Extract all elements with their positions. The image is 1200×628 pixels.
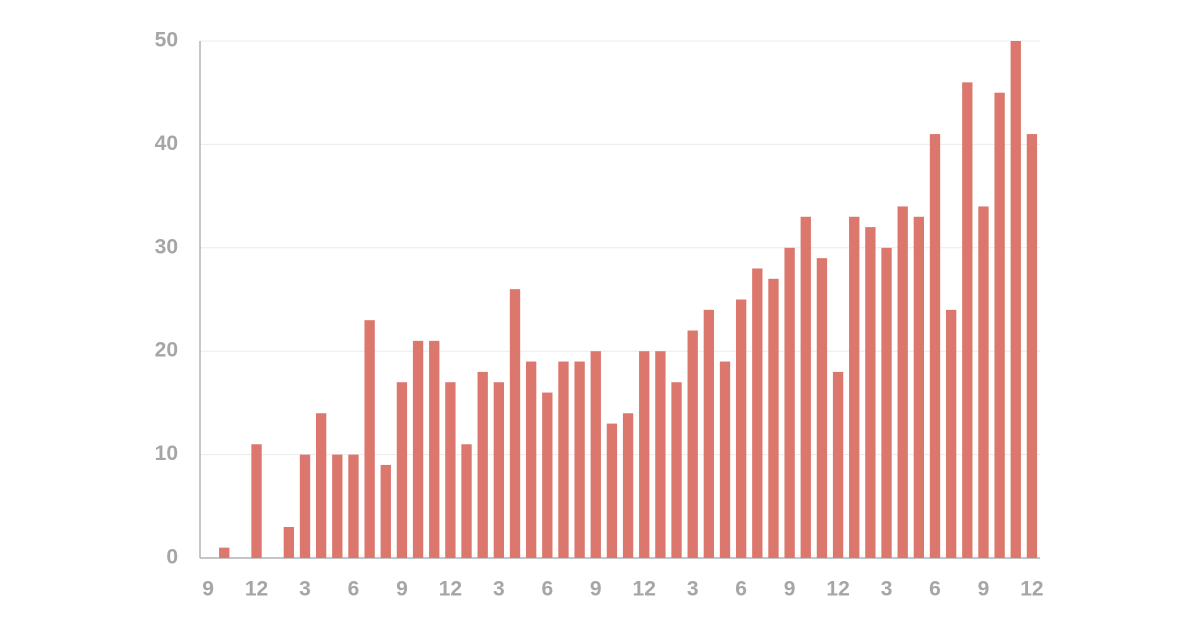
bar [461,444,472,558]
x-tick-label: 12 [826,578,849,601]
bar [929,134,941,558]
x-tick-label: 9 [590,578,602,601]
x-tick-label: 6 [348,578,360,601]
x-tick-label: 12 [633,578,656,601]
bar [542,392,553,558]
x-tick-label: 6 [541,578,553,601]
bar [719,361,731,558]
bar [493,382,505,558]
bar [445,382,456,558]
bar [687,330,698,558]
bar [962,82,973,559]
bar [671,382,682,558]
x-tick-label: 6 [929,578,941,601]
bar [251,444,262,558]
x-tick-label: 9 [978,578,990,601]
y-tick-label: 10 [155,442,178,465]
bar [752,268,763,558]
bar [606,423,618,558]
y-tick-label: 50 [155,29,178,52]
x-tick-label: 3 [687,578,699,601]
bar [396,382,408,558]
bar [703,309,715,558]
bar [477,371,488,558]
bar [978,206,989,558]
bar [784,247,795,559]
x-tick-label: 3 [881,578,893,601]
y-tick-label: 40 [155,132,178,155]
bar [332,454,343,558]
bar [639,351,650,558]
bar [429,340,440,558]
bar [315,413,327,558]
bar [897,206,908,558]
bar [622,413,634,558]
x-tick-label: 12 [245,578,268,601]
x-tick-label: 3 [493,578,505,601]
bar [348,454,359,558]
bar [832,371,844,558]
x-tick-label: 12 [439,578,462,601]
bar [558,361,569,558]
x-tick-label: 9 [784,578,796,601]
bar [1026,134,1038,558]
x-tick-label: 12 [1020,578,1043,601]
x-tick-label: 9 [396,578,408,601]
bar [735,299,747,558]
x-tick-label: 3 [299,578,311,601]
y-tick-label: 20 [155,339,178,362]
bar [865,227,876,558]
bar [590,351,601,558]
x-tick-label: 6 [735,578,747,601]
bar [655,351,666,558]
bar [849,216,860,558]
x-tick-label: 9 [202,578,214,601]
bar [800,216,811,558]
y-tick-label: 30 [155,235,178,258]
bar [509,289,521,558]
bar [768,278,779,558]
y-tick-label: 0 [166,546,178,569]
bar [525,361,537,558]
bar [283,526,295,558]
bar [574,361,585,558]
bar [364,320,375,558]
bar [412,340,424,558]
bar [1010,41,1021,558]
bar [380,464,391,558]
bar [913,216,925,558]
bar [299,454,311,558]
bar [881,247,892,559]
bar [994,92,1005,558]
bar [945,309,957,558]
bar [219,547,230,558]
bar [816,258,828,558]
